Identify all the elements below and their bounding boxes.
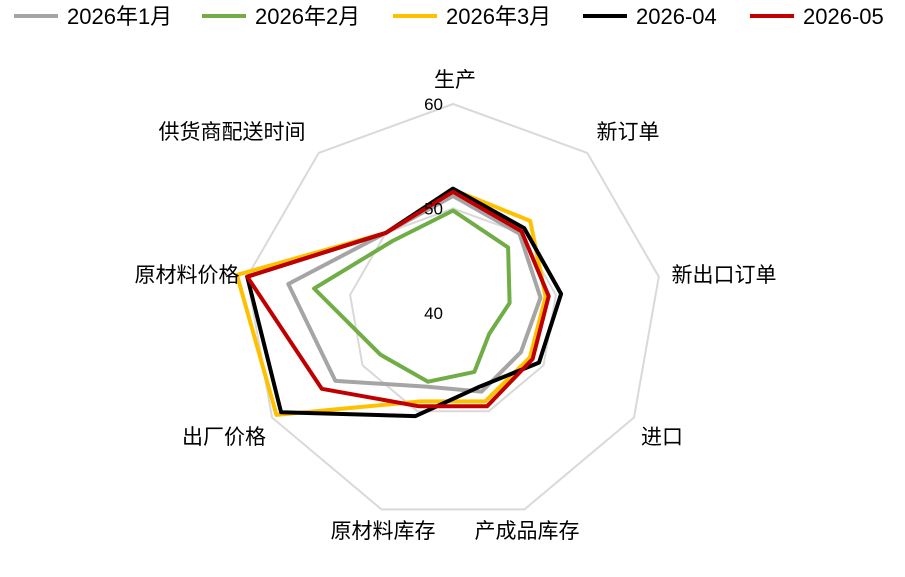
legend: 2026年1月 2026年2月 2026年3月 2026-04 2026-05 <box>14 4 884 29</box>
series-line-1 <box>286 194 543 394</box>
axis-label: 出厂价格 <box>182 425 266 449</box>
axis-label: 原材料库存 <box>331 519 436 543</box>
axis-label: 生产 <box>434 68 476 92</box>
legend-label: 2026-04 <box>636 4 717 29</box>
axis-label: 供货商配送时间 <box>159 120 306 144</box>
grid-ring-60 <box>246 102 660 511</box>
legend-label: 2026-05 <box>803 4 884 29</box>
axis-label: 新出口订单 <box>672 263 777 287</box>
axis-label: 进口 <box>641 425 683 449</box>
legend-label: 2026年2月 <box>255 4 360 29</box>
series-line-3 <box>234 187 548 417</box>
tick-label: 40 <box>424 304 443 323</box>
axis-label: 新订单 <box>597 120 660 144</box>
tick-labels: 40 50 60 <box>424 95 443 323</box>
series-line-5 <box>245 189 551 409</box>
axis-label: 原材料价格 <box>135 263 240 287</box>
series-line-2 <box>312 208 512 384</box>
radar-grid <box>246 102 660 511</box>
tick-label: 50 <box>424 200 443 219</box>
series-layer <box>234 186 564 419</box>
tick-label: 60 <box>424 95 443 114</box>
legend-label: 2026年3月 <box>446 4 551 29</box>
axis-label: 产成品库存 <box>475 519 580 543</box>
legend-label: 2026年1月 <box>67 4 172 29</box>
